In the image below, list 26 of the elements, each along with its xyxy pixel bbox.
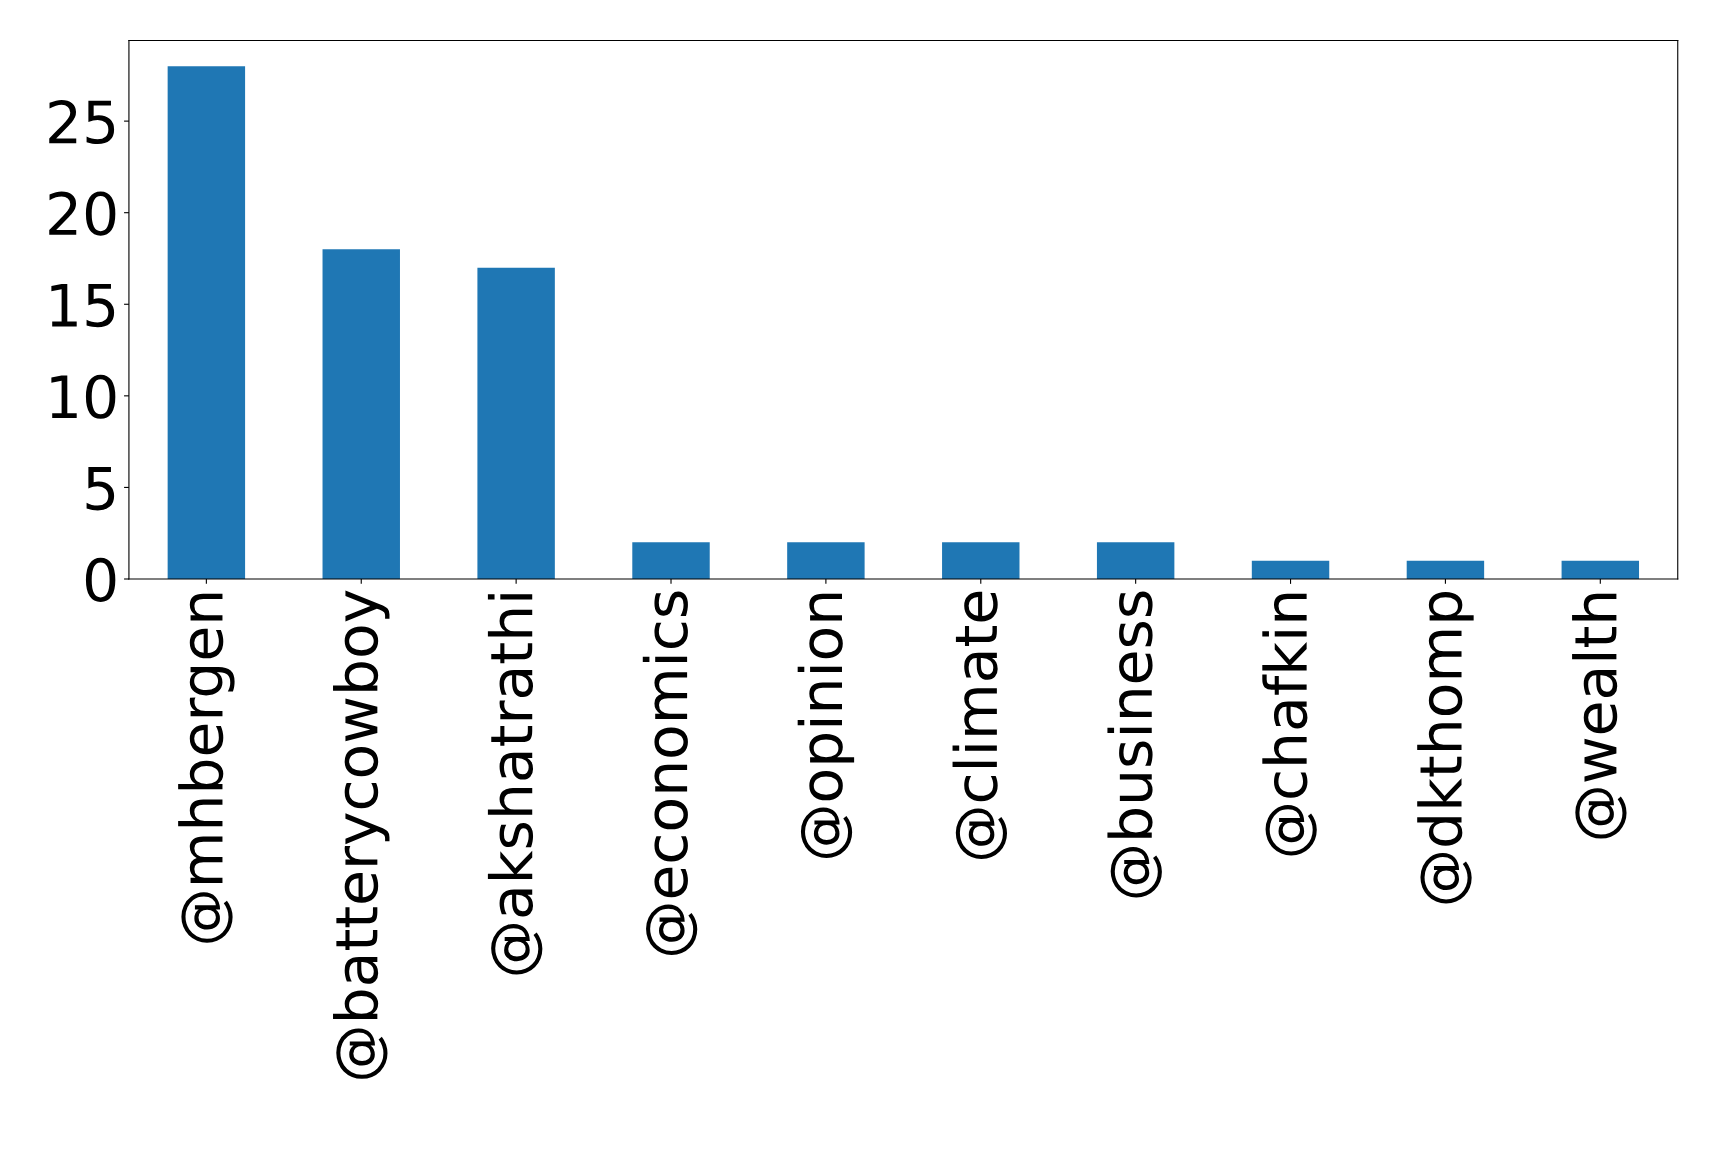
bar <box>322 249 400 579</box>
bar <box>1251 560 1330 579</box>
x-tick-label: @mhbergen <box>178 593 235 943</box>
x-tick-label: @business <box>1107 591 1162 898</box>
bar <box>942 542 1020 579</box>
x-tick-label: @economics <box>642 591 698 956</box>
x-tick-label: @climate <box>952 591 1008 860</box>
y-tick-label: 20 <box>49 191 116 236</box>
y-tick-label: 5 <box>86 467 115 511</box>
x-tick-label: @akshatrathi <box>487 594 543 975</box>
bar <box>477 267 555 579</box>
x-tick-label: @wealth <box>1572 593 1627 839</box>
y-tick-label: 15 <box>51 283 115 328</box>
x-tick-label: @dkthomp <box>1417 591 1474 904</box>
x-tick-label: @opinion <box>797 593 855 858</box>
x-tick-label: @chafkin <box>1262 593 1317 856</box>
y-tick-label: 0 <box>85 557 116 602</box>
bar <box>167 66 246 579</box>
y-tick-label: 10 <box>51 374 116 419</box>
bar <box>787 542 865 579</box>
bar <box>1561 560 1640 579</box>
bar <box>1096 542 1175 579</box>
bar <box>632 542 710 579</box>
bar <box>1406 560 1485 579</box>
x-tick-label: @batterycowboy <box>333 590 390 1079</box>
y-tick-label: 25 <box>49 99 115 145</box>
